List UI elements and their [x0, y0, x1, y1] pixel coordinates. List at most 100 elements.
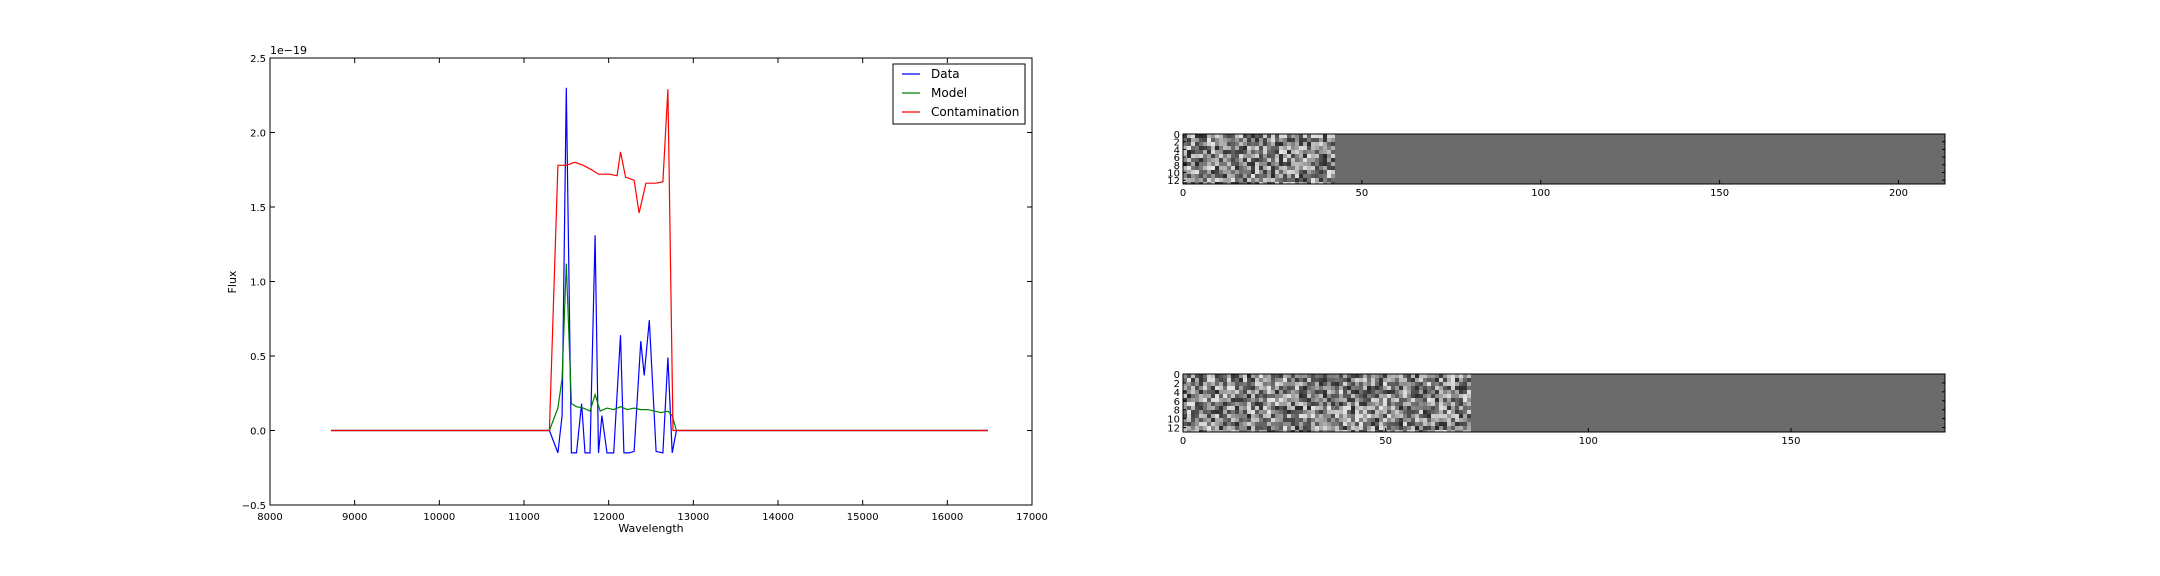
- heatmap-cell: [1331, 398, 1335, 402]
- heatmap-cell: [1399, 398, 1403, 402]
- heatmap-cell: [1319, 158, 1323, 162]
- heatmap-cell: [1375, 426, 1379, 430]
- heatmap-cell: [1307, 430, 1311, 432]
- heatmap-cell: [1447, 402, 1451, 406]
- heatmap-cell: [1435, 390, 1439, 394]
- heatmap-cell: [1363, 406, 1367, 410]
- heatmap-cell: [1359, 386, 1363, 390]
- heatmap-cell: [1379, 386, 1383, 390]
- heatmap-cell: [1463, 406, 1467, 410]
- heatmap-cell: [1415, 406, 1419, 410]
- heatmap-cell: [1247, 166, 1251, 170]
- heatmap-cell: [1323, 158, 1327, 162]
- heatmap-cell: [1187, 178, 1191, 182]
- heatmap-cell: [1335, 374, 1339, 378]
- heatmap-cell: [1251, 386, 1255, 390]
- spectrum-xlabel: Wavelength: [618, 522, 683, 535]
- heatmap-cell: [1311, 162, 1315, 166]
- heatmap-cell: [1255, 422, 1259, 426]
- heatmap-cell: [1223, 138, 1227, 142]
- heatmap-cell: [1283, 134, 1287, 138]
- heatmap-cell: [1243, 390, 1247, 394]
- heatmap-cell: [1431, 378, 1435, 382]
- heatmap-cell: [1263, 138, 1267, 142]
- heatmap-cell: [1247, 182, 1251, 184]
- heatmap-cell: [1331, 414, 1335, 418]
- heatmap-cell: [1287, 414, 1291, 418]
- heatmap-cell: [1203, 418, 1207, 422]
- heatmap-cell: [1251, 398, 1255, 402]
- heatmap-cell: [1387, 398, 1391, 402]
- heatmap-cell: [1211, 422, 1215, 426]
- heatmap-cell: [1207, 166, 1211, 170]
- heatmap-cell: [1279, 406, 1283, 410]
- heatmap-cell: [1195, 134, 1199, 138]
- heatmap-cell: [1247, 398, 1251, 402]
- heatmap-cell: [1399, 426, 1403, 430]
- heatmap-cell: [1287, 406, 1291, 410]
- heatmap-cell: [1343, 386, 1347, 390]
- heatmap-cell: [1347, 422, 1351, 426]
- heatmap-cell: [1267, 142, 1271, 146]
- heatmap-cell: [1463, 374, 1467, 378]
- heatmap-cell: [1223, 382, 1227, 386]
- heatmap-cell: [1411, 406, 1415, 410]
- heatmap-cell: [1307, 394, 1311, 398]
- heatmap-cell: [1299, 398, 1303, 402]
- heatmap-cell: [1295, 162, 1299, 166]
- heatmap-cell: [1187, 174, 1191, 178]
- heatmap-cell: [1395, 430, 1399, 432]
- heatmap-cell: [1203, 390, 1207, 394]
- heatmap-cell: [1335, 406, 1339, 410]
- heatmap-cell: [1359, 426, 1363, 430]
- heatmap-cell: [1275, 374, 1279, 378]
- heatmap-cell: [1451, 414, 1455, 418]
- heatmap-cell: [1271, 422, 1275, 426]
- heatmap-cell: [1307, 418, 1311, 422]
- heatmap-cell: [1187, 142, 1191, 146]
- heatmap-cell: [1299, 406, 1303, 410]
- heatmap-cell: [1211, 182, 1215, 184]
- heatmap-cell: [1459, 398, 1463, 402]
- heatmap-cell: [1427, 382, 1431, 386]
- heatmap-cell: [1191, 430, 1195, 432]
- heatmap-cell: [1343, 402, 1347, 406]
- heatmap-cell: [1255, 166, 1259, 170]
- heatmap-cell: [1263, 154, 1267, 158]
- heatmap-cell: [1191, 418, 1195, 422]
- heatmap-cell: [1271, 138, 1275, 142]
- heatmap-cell: [1327, 390, 1331, 394]
- heatmap-cell: [1415, 418, 1419, 422]
- heatmap-cell: [1423, 382, 1427, 386]
- heatmap-cell: [1319, 150, 1323, 154]
- heatmap-cell: [1263, 150, 1267, 154]
- heatmap-cell: [1223, 422, 1227, 426]
- heatmap-cell: [1391, 414, 1395, 418]
- heatmap-cell: [1195, 394, 1199, 398]
- heatmap-cell: [1419, 374, 1423, 378]
- heatmap-cell: [1283, 170, 1287, 174]
- heatmap-cell: [1427, 398, 1431, 402]
- heatmap-cell: [1195, 406, 1199, 410]
- heatmap-cell: [1283, 406, 1287, 410]
- heatmap-cell: [1363, 402, 1367, 406]
- heatmap-cell: [1311, 178, 1315, 182]
- heatmap-cell: [1407, 378, 1411, 382]
- heatmap-cell: [1199, 170, 1203, 174]
- heatmap-y-tick-label: 8: [1174, 161, 1180, 172]
- heatmap-cell: [1323, 378, 1327, 382]
- heatmap-cell: [1283, 146, 1287, 150]
- bottom-image-frame: [1182, 373, 1946, 433]
- heatmap-cell: [1459, 386, 1463, 390]
- heatmap-cell: [1443, 390, 1447, 394]
- heatmap-cell: [1279, 386, 1283, 390]
- heatmap-cell: [1247, 430, 1251, 432]
- heatmap-cell: [1439, 430, 1443, 432]
- heatmap-cell: [1359, 394, 1363, 398]
- heatmap-cell: [1327, 146, 1331, 150]
- heatmap-cell: [1291, 154, 1295, 158]
- heatmap-cell: [1355, 378, 1359, 382]
- heatmap-cell: [1275, 414, 1279, 418]
- heatmap-cell: [1247, 170, 1251, 174]
- heatmap-cell: [1439, 398, 1443, 402]
